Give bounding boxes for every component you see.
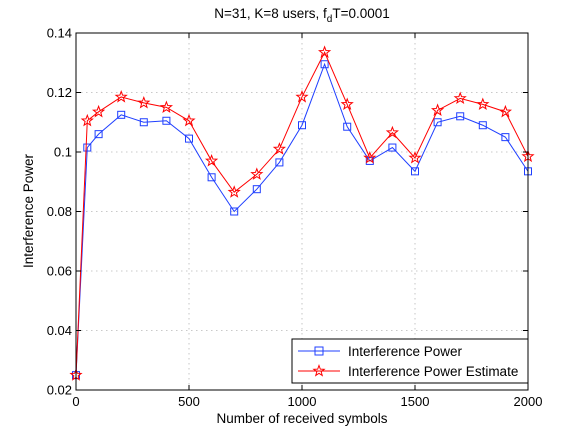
data-point-interference-power	[275, 158, 284, 167]
y-tick-label: 0.08	[47, 204, 72, 219]
data-point-interference-power-estimate	[431, 103, 445, 116]
x-tick-label: 2000	[514, 394, 543, 409]
data-point-interference-power-estimate	[408, 151, 422, 164]
data-point-interference-power	[230, 207, 239, 216]
series-line-interference-power	[75, 62, 529, 376]
data-point-interference-power-estimate	[114, 90, 128, 103]
data-point-interference-power	[411, 167, 419, 176]
data-point-interference-power	[162, 116, 171, 125]
chart-title: N=31, K=8 users, fdT=0.0001	[214, 6, 390, 25]
x-tick-label: 1500	[401, 394, 430, 409]
data-point-interference-power-estimate	[205, 153, 219, 167]
data-point-interference-power-estimate	[476, 97, 490, 111]
data-point-interference-power	[456, 112, 465, 121]
data-point-interference-power-estimate	[159, 100, 173, 113]
data-point-interference-power-estimate	[498, 104, 512, 118]
y-tick-label: 0.02	[47, 383, 72, 398]
data-point-interference-power	[343, 122, 352, 131]
data-point-interference-power	[501, 133, 510, 142]
data-point-interference-power-estimate	[363, 151, 377, 164]
data-point-interference-power-estimate	[80, 113, 94, 127]
data-point-interference-power-estimate	[272, 142, 286, 155]
x-tick-label: 0	[72, 394, 79, 409]
y-axis-label: Interference Power	[21, 153, 36, 268]
legend-label-interference-power: Interference Power	[348, 344, 463, 359]
data-point-interference-power	[388, 143, 397, 152]
data-point-interference-power-estimate	[182, 113, 196, 127]
data-point-interference-power	[83, 143, 92, 152]
y-tick-label: 0.1	[54, 145, 72, 160]
legend-marker-square	[314, 346, 324, 356]
data-point-interference-power	[139, 118, 148, 127]
data-point-interference-power-estimate	[295, 90, 309, 103]
x-axis-label: Number of received symbols	[216, 411, 387, 426]
data-point-interference-power	[433, 118, 442, 127]
y-tick-label: 0.04	[47, 323, 72, 338]
data-point-interference-power	[207, 173, 216, 182]
x-tick-label: 500	[178, 394, 200, 409]
y-tick-label: 0.06	[47, 264, 72, 279]
data-point-interference-power-estimate	[340, 97, 354, 111]
ticks: 0 500 1000 1500 2000 0.02 0.04 0.06 0.08 0.1 0.12 0…	[47, 26, 543, 410]
legend-label-interference-power-estimate: Interference Power Estimate	[348, 364, 518, 379]
data-point-interference-power-estimate	[385, 125, 399, 139]
series-layer	[69, 45, 535, 381]
legend: Interference Power Interference Power Es…	[291, 338, 529, 384]
y-tick-label: 0.12	[47, 85, 72, 100]
data-point-interference-power	[252, 185, 261, 194]
series-line-interference-power-estimate	[75, 51, 529, 376]
data-point-interference-power-estimate	[137, 95, 151, 109]
data-point-interference-power-estimate	[318, 45, 332, 58]
data-point-interference-power	[185, 134, 193, 143]
data-point-interference-power	[320, 60, 329, 69]
data-point-interference-power	[298, 121, 306, 130]
data-point-interference-power-estimate	[453, 91, 467, 105]
y-tick-label: 0.14	[47, 26, 72, 41]
data-point-interference-power	[117, 110, 126, 119]
data-point-interference-power-estimate	[250, 167, 264, 180]
data-point-interference-power	[478, 121, 487, 130]
x-tick-label: 1000	[288, 394, 317, 409]
data-point-interference-power-estimate	[227, 185, 241, 198]
legend-marker-star	[312, 364, 326, 377]
data-point-interference-power	[94, 130, 103, 139]
legend-box	[291, 338, 529, 384]
data-point-interference-power-estimate	[92, 104, 106, 118]
